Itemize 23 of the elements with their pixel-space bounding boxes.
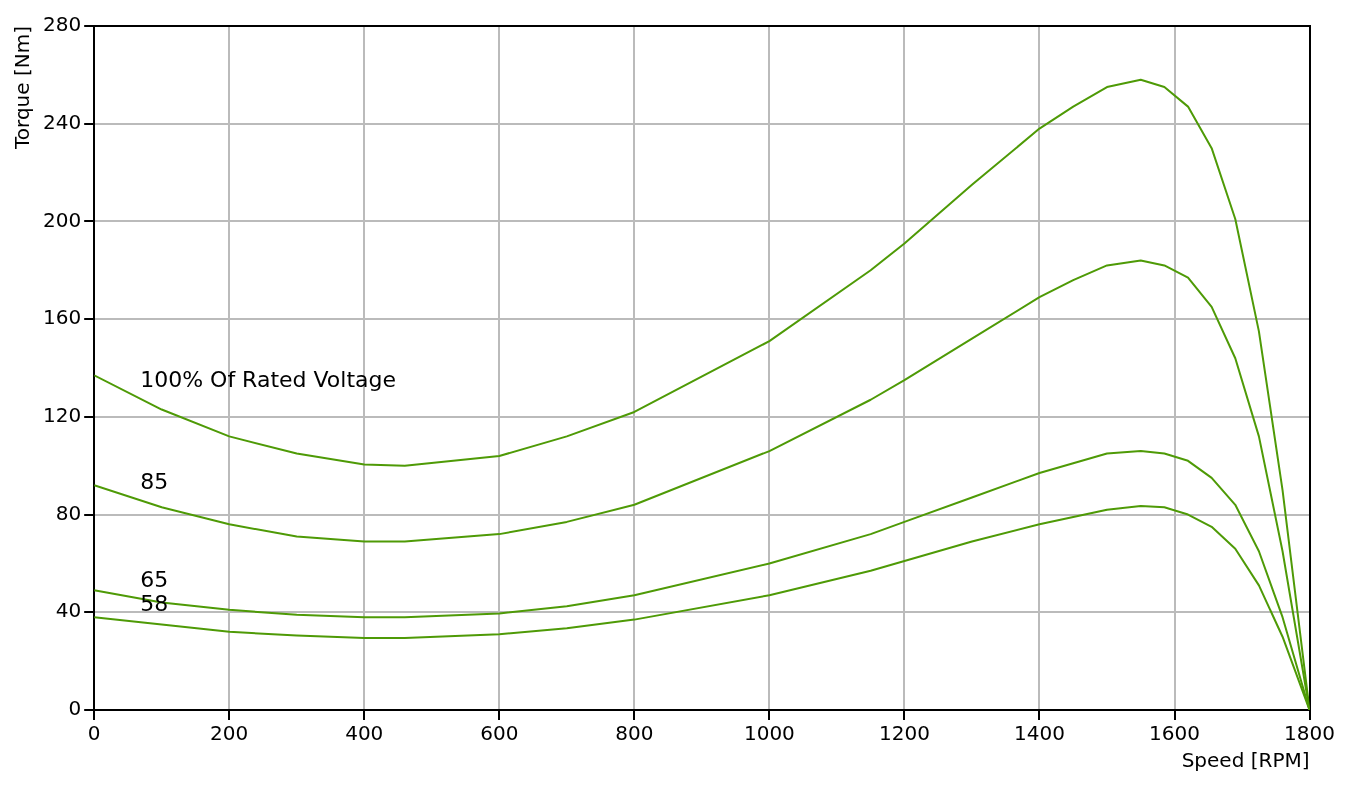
y-axis-title: Torque [Nm]	[10, 26, 35, 151]
x-tick-label: 1400	[1014, 721, 1065, 746]
y-tick-label: 200	[42, 207, 82, 232]
y-tick-label: 0	[68, 696, 82, 721]
x-tick-label: 400	[345, 721, 384, 746]
x-tick-label: 200	[210, 721, 249, 746]
x-tick-label: 1200	[878, 721, 930, 746]
y-tick-label: 120	[42, 403, 82, 428]
y-tick-label: 280	[42, 12, 82, 37]
x-axis-title: Speed [RPM]	[1181, 748, 1310, 773]
y-tick-label: 160	[42, 305, 82, 330]
y-tick-label: 40	[55, 598, 82, 623]
y-tick-label: 80	[55, 500, 82, 525]
y-tick-label: 240	[42, 109, 82, 134]
x-tick-label: 600	[480, 721, 519, 746]
x-tick-label: 1600	[1149, 721, 1200, 746]
series-label: 65	[140, 567, 169, 593]
x-tick-label: 800	[615, 721, 654, 746]
x-tick-label: 1000	[743, 721, 795, 746]
x-tick-label: 1800	[1284, 721, 1335, 746]
x-tick-label: 0	[87, 721, 101, 746]
series-label: 100% Of Rated Voltage	[140, 367, 397, 393]
series-label: 85	[140, 468, 169, 494]
